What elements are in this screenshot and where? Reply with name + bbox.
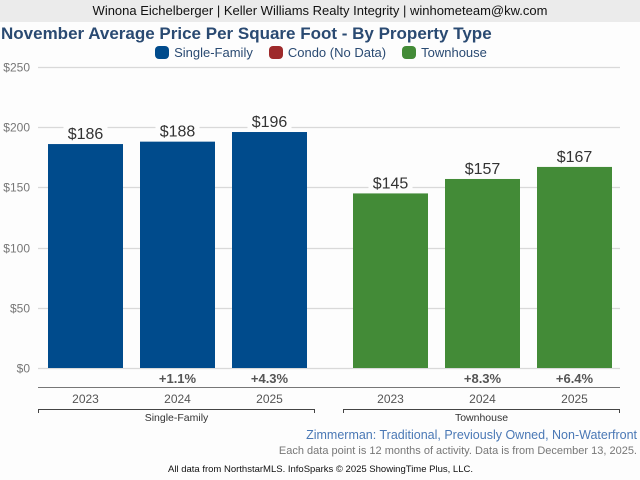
chart-title: November Average Price Per Square Foot -… [1,24,492,43]
value-label-bg [460,157,505,176]
y-tick-label: $100 [3,242,30,256]
x-tick-label: 2025 [256,392,283,406]
x-tick-label: 2023 [72,392,99,406]
value-label: $157 [465,161,501,178]
group-label: Single-Family [145,412,209,424]
legend-swatch-townhouse [402,46,417,59]
x-tick-label: 2023 [377,392,404,406]
x-tick-label: 2024 [469,392,496,406]
legend-swatch-condo [268,46,283,59]
change-label: +8.3% [464,371,502,386]
value-label-bg [63,123,108,142]
x-tick-label: 2025 [561,392,588,406]
y-tick-label: $150 [3,181,30,195]
legend-label: Townhouse [421,45,487,60]
value-label-bg [552,145,597,164]
bar [48,144,123,368]
data-note-text: Each data point is 12 months of activity… [278,445,637,457]
bar [232,132,307,368]
value-label-bg [155,120,200,139]
agent-header-bar: Winona Eichelberger | Keller Williams Re… [0,0,640,22]
legend-swatch-single-family [155,46,170,59]
value-label: $196 [252,114,288,131]
bar [140,141,215,368]
legend-label: Single-Family [174,45,253,60]
change-label: +1.1% [159,371,197,386]
value-label: $186 [68,126,104,143]
group-bracket [38,409,315,413]
bar-chart: $0 $50 $100 $150 $200 $250 $186 2023 $188 +1.1% 20… [3,61,620,424]
change-label: +4.3% [251,371,289,386]
y-tick-label: $250 [3,61,30,75]
group-bracket [343,409,620,413]
change-label: +6.4% [556,371,594,386]
group-label: Townhouse [455,412,508,424]
y-tick-label: $50 [10,302,30,316]
legend-label: Condo (No Data) [287,45,387,60]
y-tick-label: $200 [3,121,30,135]
legend-item-single-family[interactable]: Single-Family [153,45,253,60]
legend-item-condo[interactable]: Condo (No Data) [267,45,386,60]
value-label-bg [247,111,292,130]
bar [445,178,520,368]
agent-info-text: Winona Eichelberger | Keller Williams Re… [92,3,548,18]
bar [353,193,428,368]
legend-item-townhouse[interactable]: Townhouse [400,45,487,60]
geography-filter-text: Zimmerman: Traditional, Previously Owned… [306,428,637,442]
data-credit-text: All data from NorthstarMLS. InfoSparks ©… [168,464,473,475]
y-tick-label: $0 [17,362,31,376]
value-label-bg [368,172,413,191]
chart-legend: Single-Family Condo (No Data) Townhouse [0,45,640,60]
value-label: $145 [373,175,409,192]
bar [537,166,612,368]
x-tick-label: 2024 [164,392,191,406]
value-label: $188 [160,124,196,141]
value-label: $167 [557,149,593,166]
